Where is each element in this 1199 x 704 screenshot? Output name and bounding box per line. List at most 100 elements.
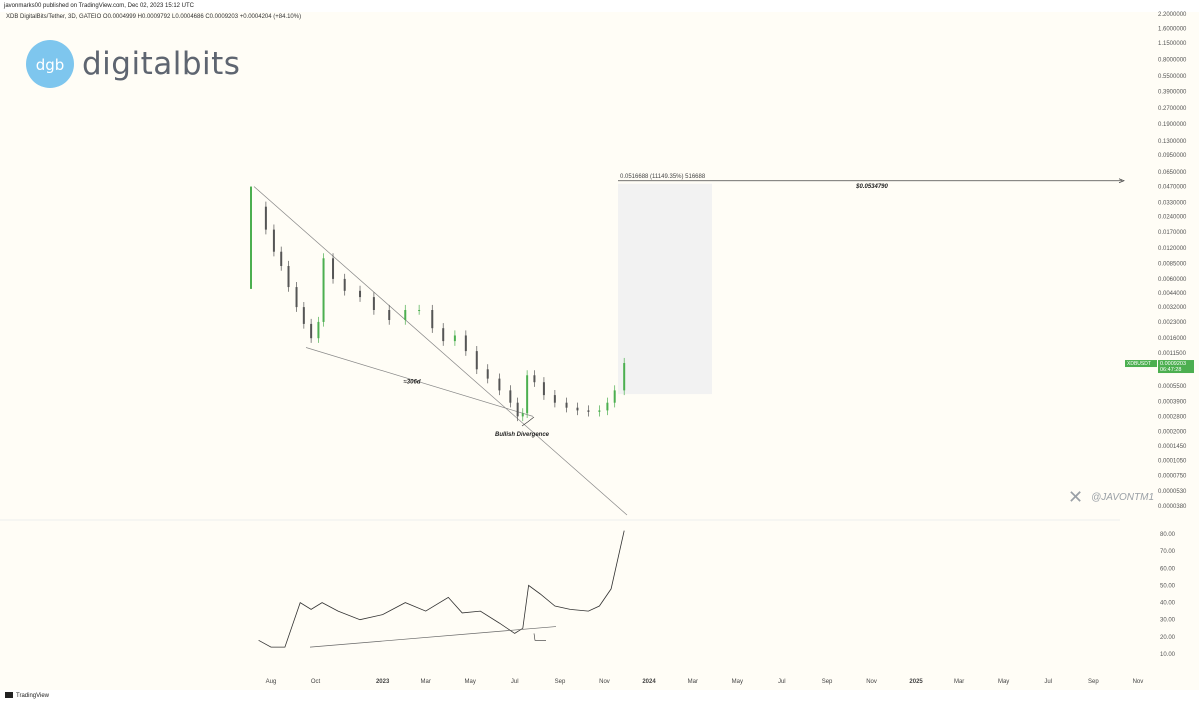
candle-body xyxy=(264,206,267,230)
price-tag-value: 0.0009203 xyxy=(1160,361,1186,367)
oscillator-axis-tick: 50.00 xyxy=(1160,583,1176,589)
candle-body xyxy=(475,351,478,370)
candle-body xyxy=(516,402,519,417)
price-axis-tick: 0.8000000 xyxy=(1158,57,1187,63)
price-axis-tick: 0.0002000 xyxy=(1158,429,1187,435)
logo-mark-text: dgb xyxy=(36,56,65,74)
time-axis-tick: Mar xyxy=(954,679,964,685)
watermark: ✕ @JAVONTM1 xyxy=(1068,487,1154,508)
price-tag-countdown: 06:47:28 xyxy=(1160,367,1181,373)
time-axis-tick: Oct xyxy=(311,679,321,685)
time-axis-tick: May xyxy=(732,679,743,685)
time-axis-tick: Sep xyxy=(1088,679,1099,685)
tradingview-logo-icon xyxy=(5,692,13,698)
time-axis-tick: Aug xyxy=(266,679,277,685)
price-tag xyxy=(1158,360,1194,374)
price-axis-tick: 0.0000750 xyxy=(1158,473,1187,479)
price-axis-tick: 0.1300000 xyxy=(1158,139,1187,145)
price-axis-tick: 0.0170000 xyxy=(1158,230,1187,236)
price-axis-tick: 0.0240000 xyxy=(1158,215,1187,221)
candle-body xyxy=(332,258,335,279)
candle-body xyxy=(272,229,275,252)
candle-body xyxy=(431,309,434,329)
measure-label: 0.0516688 (11149.35%) 516688 xyxy=(620,174,706,180)
price-axis-tick: 0.0003900 xyxy=(1158,400,1187,406)
candle-body xyxy=(310,323,313,339)
candle-body xyxy=(587,410,590,412)
oscillator-divergence-line xyxy=(309,626,557,648)
oscillator-line xyxy=(258,530,625,648)
candle-body xyxy=(526,375,529,414)
publisher-bar: javonmarks00 published on TradingView.co… xyxy=(0,0,1199,12)
price-axis-tick: 1.1500000 xyxy=(1158,41,1187,47)
digitalbits-logo-icon: dgb xyxy=(26,40,74,88)
price-axis-tick: 0.0120000 xyxy=(1158,246,1187,252)
candle-body xyxy=(521,413,524,417)
symbol-tag-text: XDBUSDT xyxy=(1127,361,1151,367)
time-axis-tick: Nov xyxy=(599,679,610,685)
candle-body xyxy=(343,278,346,291)
time-axis-tick: Jul xyxy=(778,679,786,685)
price-axis-tick: 0.5500000 xyxy=(1158,74,1187,80)
price-axis-tick: 0.3900000 xyxy=(1158,90,1187,96)
price-axis-tick: 0.0000380 xyxy=(1158,504,1187,510)
candle-body xyxy=(302,307,305,324)
candle-body xyxy=(453,335,456,342)
candle-body xyxy=(464,335,467,352)
digitalbits-logo-mark: dgb xyxy=(36,56,65,74)
price-axis-tick: 0.0002800 xyxy=(1158,414,1187,420)
price-axis-tick: 0.0085000 xyxy=(1158,261,1187,267)
candle-body xyxy=(613,390,616,403)
price-axis-tick: 0.0001050 xyxy=(1158,458,1187,464)
target-label: $0.0534790 xyxy=(855,184,888,190)
publisher-text: javonmarks00 published on TradingView.co… xyxy=(4,3,194,9)
price-axis-tick: 0.0470000 xyxy=(1158,185,1187,191)
candle-body xyxy=(442,328,445,342)
tradingview-brand[interactable]: TradingView xyxy=(5,692,49,699)
measure-box xyxy=(618,183,712,395)
candle-body xyxy=(295,287,298,308)
time-axis-tick: Mar xyxy=(688,679,698,685)
candle-body xyxy=(287,265,290,288)
candle-body xyxy=(565,402,568,408)
oscillator-marker xyxy=(533,633,546,641)
candle-body xyxy=(553,395,556,403)
time-axis-tick: 2023 xyxy=(376,679,390,685)
oscillator-axis-tick: 60.00 xyxy=(1160,566,1176,572)
candle-body xyxy=(486,369,489,379)
oscillator-axis-tick: 80.00 xyxy=(1160,532,1176,538)
lower-trendline xyxy=(305,347,534,417)
target-arrow-icon xyxy=(1118,178,1125,184)
price-axis-tick: 0.1900000 xyxy=(1158,122,1187,128)
price-axis-tick: 0.0005500 xyxy=(1158,384,1187,390)
candle-body xyxy=(317,321,320,339)
candle-body xyxy=(388,309,391,321)
time-axis-tick: 2024 xyxy=(642,679,656,685)
candle-body xyxy=(359,290,362,298)
time-axis-tick: Sep xyxy=(822,679,833,685)
candle-body xyxy=(606,402,609,411)
candle-body xyxy=(623,363,626,391)
price-axis-tick: 0.0023000 xyxy=(1158,320,1187,326)
price-axis-tick: 0.2700000 xyxy=(1158,106,1187,112)
candle-body xyxy=(576,407,579,411)
candle-body xyxy=(322,258,325,322)
oscillator-axis-tick: 40.00 xyxy=(1160,601,1176,607)
watermark-handle: @JAVONTM1 xyxy=(1091,492,1155,503)
x-logo-icon: ✕ xyxy=(1068,487,1084,507)
footer-bar xyxy=(0,690,1199,704)
candle-body xyxy=(509,390,512,403)
candle-body xyxy=(542,382,545,396)
price-axis-tick: 0.0060000 xyxy=(1158,277,1187,283)
symbol-info: XDB DigitalBits/Tether, 3D, GATEIO O0.00… xyxy=(6,14,302,20)
price-axis-tick: 0.0011500 xyxy=(1158,351,1187,357)
price-axis-tick: 1.6000000 xyxy=(1158,26,1187,32)
upper-trendline xyxy=(253,186,628,516)
price-axis-tick: 0.0650000 xyxy=(1158,170,1187,176)
time-axis-tick: May xyxy=(465,679,476,685)
time-axis-tick: Sep xyxy=(555,679,566,685)
time-axis-tick: May xyxy=(998,679,1009,685)
divergence-label: Bullish Divergence xyxy=(495,432,550,438)
candle-body xyxy=(404,309,407,321)
